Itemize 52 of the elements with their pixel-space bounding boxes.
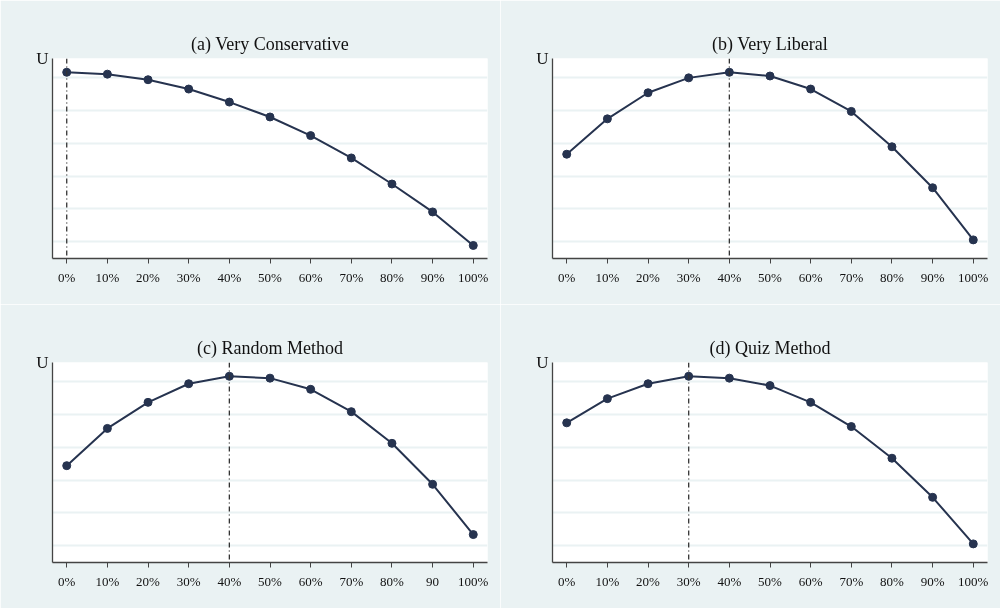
x-tick-label: 90% [920, 573, 945, 589]
x-tick-label: 0% [558, 269, 576, 285]
chart-title: (d) Quiz Method [709, 337, 831, 359]
x-tick-label: 10% [595, 269, 620, 285]
x-tick-label: 50% [258, 269, 283, 285]
x-tick-label: 0% [58, 573, 76, 589]
x-tick-label: 60% [298, 573, 323, 589]
x-tick-label: 10% [95, 573, 120, 589]
x-tick-label: 30% [676, 269, 701, 285]
y-axis-title: U [36, 49, 49, 68]
x-tick-label: 10% [95, 269, 120, 285]
x-tick-label: 70% [339, 573, 364, 589]
x-tick-label: 80% [880, 573, 905, 589]
x-tick-label: 40% [217, 269, 242, 285]
x-tick-label: 70% [839, 573, 864, 589]
x-tick-label: 60% [798, 269, 823, 285]
x-tick-label: 100% [458, 573, 489, 589]
y-axis-title: U [536, 353, 549, 372]
chart-title: (c) Random Method [197, 337, 343, 359]
x-tick-label: 60% [798, 573, 823, 589]
x-tick-label: 40% [217, 573, 242, 589]
x-tick-label: 50% [758, 573, 783, 589]
x-tick-label: 100% [958, 269, 989, 285]
x-tick-label: 50% [758, 269, 783, 285]
x-tick-label: 50% [258, 573, 283, 589]
x-tick-label: 20% [136, 269, 161, 285]
y-axis-title: U [536, 49, 549, 68]
x-tick-label: 80% [880, 269, 905, 285]
chart-title: (a) Very Conservative [191, 33, 349, 55]
x-tick-label: 90 [426, 573, 440, 589]
x-tick-label: 70% [339, 269, 364, 285]
x-tick-label: 20% [636, 573, 661, 589]
x-tick-label: 80% [380, 269, 405, 285]
x-tick-label: 30% [176, 573, 201, 589]
x-tick-label: 20% [136, 573, 161, 589]
x-tick-label: 0% [558, 573, 576, 589]
chart-title: (b) Very Liberal [712, 33, 828, 55]
x-tick-label: 20% [636, 269, 661, 285]
x-tick-label: 70% [839, 269, 864, 285]
x-tick-label: 90% [420, 269, 445, 285]
x-tick-label: 80% [380, 573, 405, 589]
y-axis-title: U [36, 353, 49, 372]
x-tick-label: 90% [920, 269, 945, 285]
x-tick-label: 10% [595, 573, 620, 589]
x-tick-label: 0% [58, 269, 76, 285]
x-tick-label: 40% [717, 573, 742, 589]
x-tick-label: 30% [676, 573, 701, 589]
x-tick-label: 30% [176, 269, 201, 285]
x-tick-label: 60% [298, 269, 323, 285]
x-tick-label: 40% [717, 269, 742, 285]
x-tick-label: 100% [958, 573, 989, 589]
x-tick-label: 100% [458, 269, 489, 285]
